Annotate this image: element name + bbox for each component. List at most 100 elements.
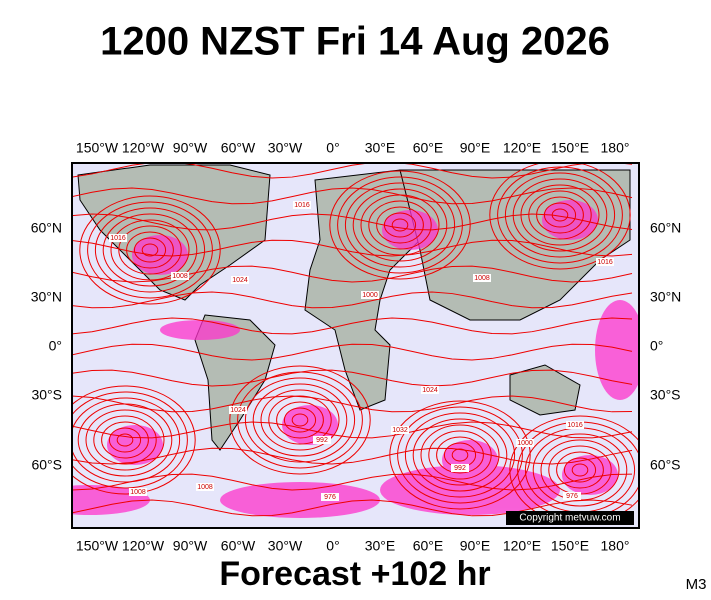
lon-label: 0° — [326, 538, 339, 554]
lon-label: 120°E — [503, 140, 541, 156]
isobar — [229, 365, 371, 475]
isobar-label: 1024 — [232, 277, 248, 284]
isobar — [497, 166, 623, 264]
copyright-box — [506, 511, 634, 525]
isobar — [72, 317, 633, 335]
model-label: M3 — [686, 576, 707, 593]
isobar — [512, 178, 608, 252]
isobar — [368, 200, 432, 250]
title: 1200 NZST Fri 14 Aug 2026 — [100, 20, 610, 64]
isobar — [276, 401, 324, 439]
isobar-label: 976 — [324, 494, 336, 501]
lon-label: 30°W — [268, 140, 303, 156]
map-frame — [71, 162, 640, 529]
isobar — [85, 409, 165, 471]
isobar-label-bg — [129, 488, 147, 496]
isobar-label: 1032 — [392, 427, 408, 434]
isobar — [291, 413, 309, 427]
isobar — [110, 219, 190, 281]
isobar-label: 1024 — [230, 407, 246, 414]
isobar-label: 1024 — [422, 387, 438, 394]
isobar-label-bg — [451, 464, 469, 472]
isobar-label: 1016 — [110, 235, 126, 242]
isobar-label: 1016 — [294, 202, 310, 209]
isobar-label-bg — [109, 234, 127, 242]
lat-label: 30°N — [31, 289, 62, 305]
isobar — [72, 369, 633, 387]
lon-label: 60°W — [221, 538, 256, 554]
lon-label: 90°E — [460, 140, 491, 156]
isobar — [72, 395, 633, 413]
isobar — [337, 176, 463, 274]
isobar — [72, 163, 633, 179]
isobar — [72, 213, 633, 231]
lon-label: 180° — [601, 140, 630, 156]
isobar — [72, 385, 196, 495]
isobar — [563, 457, 597, 483]
lat-label: 30°N — [650, 289, 681, 305]
isobar-label: 1008 — [130, 489, 146, 496]
lon-label: 90°W — [173, 538, 208, 554]
lon-label: 120°W — [122, 140, 165, 156]
lon-label: 180° — [601, 538, 630, 554]
isobar — [252, 383, 348, 457]
isobar — [72, 265, 633, 283]
lon-label: 60°E — [413, 538, 444, 554]
isobar — [404, 412, 516, 498]
map — [72, 163, 639, 525]
isobar — [391, 218, 409, 232]
lon-label: 30°W — [268, 538, 303, 554]
isobar-label-bg — [563, 492, 581, 500]
isobar — [412, 418, 508, 492]
isobar — [571, 463, 589, 477]
isobar — [102, 213, 198, 287]
lon-label: 90°W — [173, 140, 208, 156]
isobar — [376, 206, 424, 244]
lat-label: 0° — [650, 338, 663, 354]
isobar — [79, 195, 221, 305]
isobar — [72, 187, 633, 205]
isobar — [451, 448, 469, 462]
lon-label: 60°E — [413, 140, 444, 156]
isobar — [344, 182, 456, 268]
isobar — [141, 243, 159, 257]
isobar — [532, 433, 628, 507]
isobar-label: 976 — [566, 493, 578, 500]
isobar-label-bg — [321, 493, 339, 501]
isobar — [283, 407, 317, 433]
precipitation — [160, 320, 240, 340]
isobar — [133, 237, 167, 263]
isobar — [72, 473, 633, 491]
lat-label: 0° — [49, 338, 62, 354]
isobar-label-bg — [596, 258, 614, 266]
isobar — [352, 188, 448, 262]
isobar — [72, 343, 633, 361]
isobar-label-bg — [313, 436, 331, 444]
lon-label: 150°E — [551, 538, 589, 554]
lon-label: 0° — [326, 140, 339, 156]
isobar-label: 1016 — [567, 422, 583, 429]
isobar-label: 1000 — [517, 440, 533, 447]
isobar — [420, 424, 500, 486]
isobar-label-bg — [391, 426, 409, 434]
land — [509, 364, 581, 416]
isobar-label: 1008 — [172, 273, 188, 280]
lon-label: 30°E — [365, 140, 396, 156]
lat-label: 60°S — [650, 457, 681, 473]
precipitation — [220, 482, 380, 518]
isobar — [329, 170, 471, 280]
isobar-label-bg — [566, 421, 584, 429]
isobar — [504, 172, 616, 258]
lon-label: 150°W — [76, 140, 119, 156]
lon-label: 150°W — [76, 538, 119, 554]
isobar — [108, 427, 142, 453]
isobar-label: 1008 — [197, 484, 213, 491]
isobar-label-bg — [361, 291, 379, 299]
isobar — [87, 201, 213, 299]
lon-label: 120°E — [503, 538, 541, 554]
lat-label: 60°S — [31, 457, 62, 473]
isobar — [268, 395, 332, 445]
isobar — [528, 190, 592, 240]
isobar-label: 1008 — [474, 275, 490, 282]
